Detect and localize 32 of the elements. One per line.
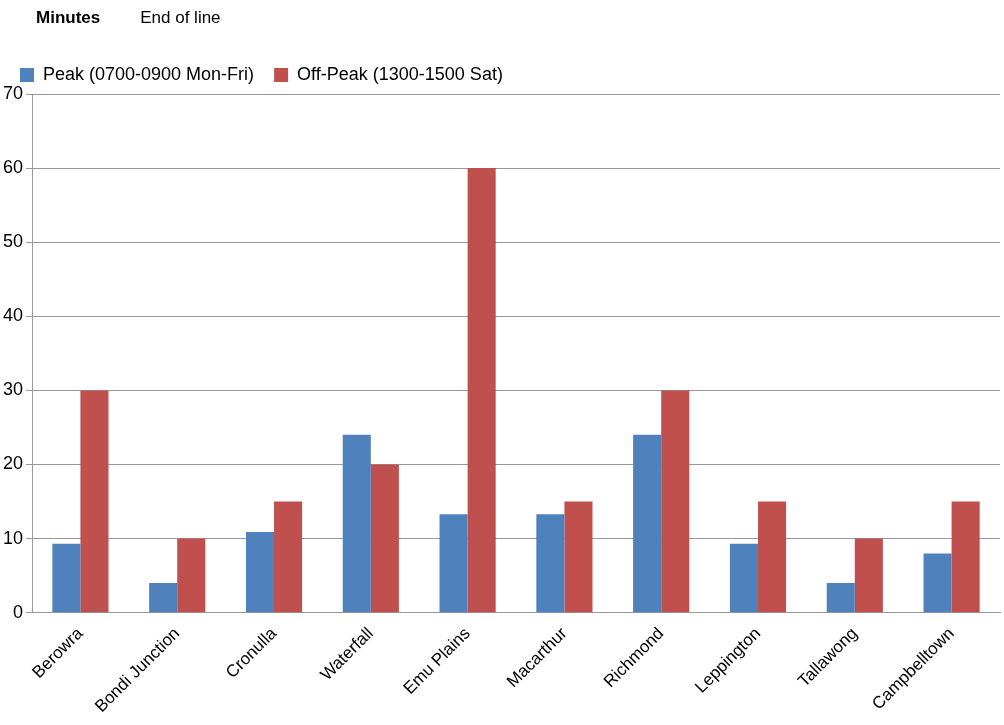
bar [149, 583, 178, 613]
legend-label: Peak (0700-0900 Mon-Fri) [43, 63, 255, 84]
bar [951, 501, 980, 613]
bar [245, 531, 275, 613]
bar [923, 553, 952, 613]
y-tick-label: 40 [2, 305, 24, 326]
x-axis-title: End of line [140, 8, 221, 27]
bar [177, 538, 206, 613]
bar [370, 464, 399, 613]
bar [467, 168, 496, 613]
y-tick-label: 30 [2, 379, 24, 400]
y-tick-label: 0 [13, 601, 24, 622]
bar [342, 434, 371, 613]
bar [729, 543, 759, 613]
y-tick-label: 10 [2, 527, 24, 548]
bar [52, 543, 81, 613]
bar [661, 390, 690, 613]
bar [439, 514, 468, 613]
y-axis-title: Minutes [36, 8, 101, 27]
bar [633, 434, 662, 613]
bar [80, 390, 109, 613]
bar [274, 501, 303, 613]
legend-label: Off-Peak (1300-1500 Sat) [297, 63, 503, 84]
y-tick-label: 20 [2, 453, 24, 474]
bar [826, 583, 855, 613]
bar [854, 538, 883, 613]
bar [536, 514, 565, 613]
y-tick-label: 60 [2, 157, 24, 178]
y-tick-label: 70 [2, 82, 24, 103]
bar [758, 501, 787, 613]
bar [564, 501, 593, 613]
y-tick-label: 50 [2, 231, 24, 252]
